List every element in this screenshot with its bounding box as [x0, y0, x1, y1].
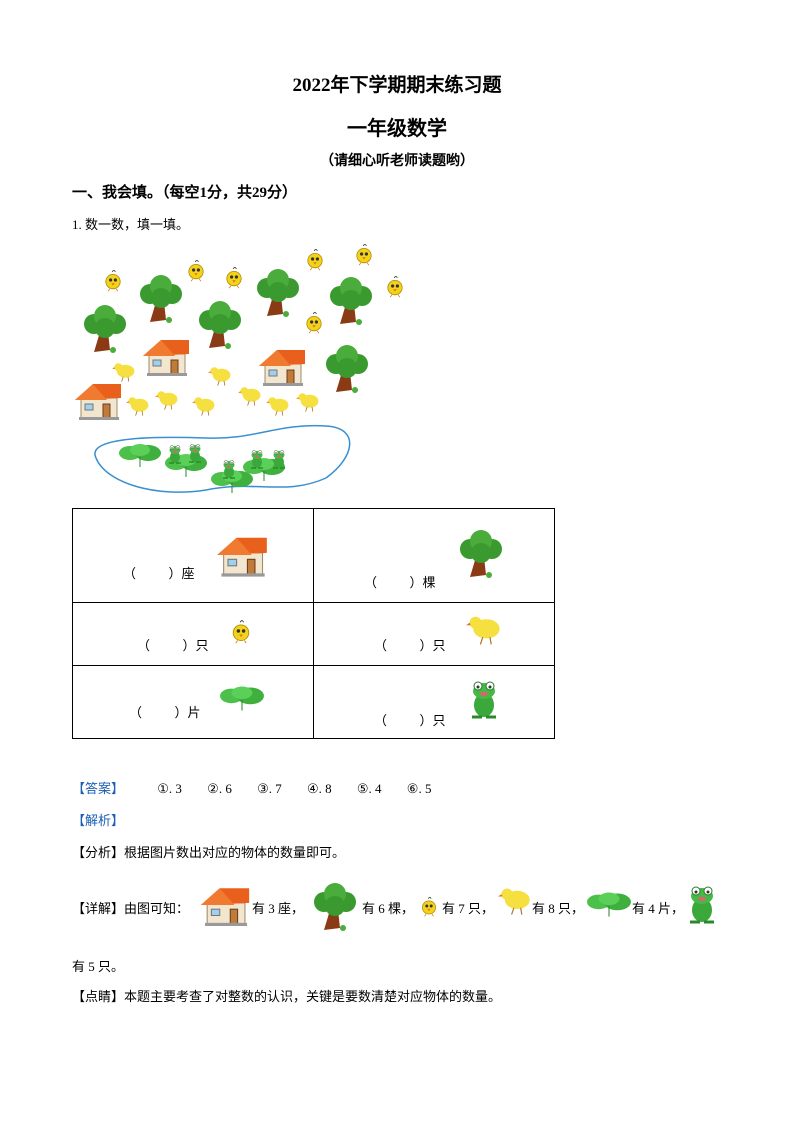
- xiangjie-line: 【详解】由图可知：: [72, 898, 189, 917]
- frog-icon: [466, 676, 502, 722]
- chick-icon: [155, 390, 179, 410]
- frog-icon: [684, 880, 720, 928]
- answer-item: ③. 7: [257, 781, 282, 796]
- answer-line: 【答案】 ①. 3 ②. 6 ③. 7 ④. 8 ⑤. 4 ⑥. 5: [72, 778, 453, 797]
- house-icon: [140, 336, 192, 376]
- tree-icon: [80, 300, 130, 358]
- cell-tree: （ ）棵: [313, 508, 555, 603]
- frog-icon: [270, 448, 288, 470]
- fenxi-text: 根据图片数出对应的物体的数量即可。: [124, 845, 346, 860]
- cell-house: （ ）座: [72, 508, 314, 603]
- dianjing-line: 【点睛】本题主要考查了对整数的认识，关键是要数清楚对应物体的数量。: [72, 986, 501, 1005]
- blank-frog[interactable]: （ ）只: [374, 713, 446, 728]
- blank-tree[interactable]: （ ）棵: [364, 575, 436, 590]
- lily-pad-icon: [219, 684, 265, 712]
- chick-icon: [266, 396, 290, 416]
- doc-subtitle: 一年级数学: [347, 118, 447, 140]
- answer-label: 【答案】: [72, 781, 125, 796]
- doc-note: （请细心听老师读题哟）: [320, 154, 474, 169]
- xiangjie-bird: 有 7 只，: [442, 901, 495, 916]
- bird-icon: [352, 240, 376, 268]
- bird-icon: [228, 615, 254, 647]
- chick-icon: [498, 886, 532, 916]
- lily-pad-icon: [118, 442, 162, 468]
- cell-chick: （ ）只: [313, 602, 555, 666]
- answer-item: ①. 3: [157, 781, 182, 796]
- question-text: 1. 数一数，填一填。: [72, 217, 190, 232]
- answer-item: ⑥. 5: [406, 781, 432, 796]
- cell-bird: （ ）只: [72, 602, 314, 666]
- blank-chick[interactable]: （ ）只: [374, 638, 446, 653]
- bird-icon: [302, 308, 326, 336]
- xiangjie-intro: 由图可知：: [124, 901, 190, 916]
- frog-icon: [186, 442, 204, 464]
- blank-house[interactable]: （ ）座: [123, 566, 195, 581]
- tree-icon: [136, 270, 186, 328]
- bird-icon: [101, 266, 125, 294]
- blank-lily-pad[interactable]: （ ）片: [129, 705, 201, 720]
- house-icon: [215, 533, 269, 577]
- xiangjie-end: 有 5 只。: [72, 959, 125, 974]
- fenxi-line: 【分析】根据图片数出对应的物体的数量即可。: [72, 842, 345, 861]
- chick-icon: [296, 392, 320, 412]
- chick-icon: [466, 615, 502, 645]
- tree-icon: [195, 296, 245, 354]
- frog-icon: [248, 448, 266, 470]
- chick-icon: [192, 396, 216, 416]
- house-icon: [256, 346, 308, 386]
- tree-icon: [456, 523, 506, 585]
- xiangjie-chick: 有 8 只，: [532, 901, 585, 916]
- xiangjie-house: 有 3 座，: [252, 901, 305, 916]
- doc-title: 2022年下学期期末练习题: [292, 75, 502, 96]
- house-icon: [198, 884, 252, 926]
- chick-icon: [112, 362, 136, 382]
- chick-icon: [208, 366, 232, 386]
- dianjing-label: 【点睛】: [72, 989, 125, 1004]
- xiangjie-label: 【详解】: [72, 901, 125, 916]
- bird-icon: [222, 263, 246, 291]
- tree-icon: [326, 272, 376, 330]
- tree-icon: [253, 264, 303, 322]
- frog-icon: [220, 458, 238, 480]
- answer-table: （ ）座 （ ）棵 （ ）只 （ ）只: [72, 508, 555, 739]
- tree-icon: [322, 340, 372, 398]
- tree-icon: [310, 876, 360, 938]
- xiangjie-tree: 有 6 棵，: [362, 901, 415, 916]
- answer-item: ④. 8: [306, 781, 332, 796]
- bird-icon: [303, 245, 327, 273]
- cell-lily-pad: （ ）片: [72, 665, 314, 739]
- blank-bird[interactable]: （ ）只: [137, 638, 209, 653]
- analysis-label: 【解析】: [72, 813, 125, 828]
- answer-item: ②. 6: [207, 781, 232, 796]
- section-heading: 一、我会填。（每空1分，共29分）: [72, 185, 298, 201]
- cell-frog: （ ）只: [313, 665, 555, 739]
- answer-item: ⑤. 4: [356, 781, 382, 796]
- chick-icon: [126, 396, 150, 416]
- house-icon: [72, 380, 124, 420]
- bird-icon: [184, 256, 208, 284]
- lily-pad-icon: [586, 890, 632, 918]
- frog-icon: [166, 443, 184, 465]
- pond-outline: [94, 424, 351, 493]
- xiangjie-pad: 有 4 片，: [632, 901, 685, 916]
- bird-icon: [383, 272, 407, 300]
- fenxi-label: 【分析】: [72, 845, 125, 860]
- bird-icon: [418, 892, 440, 920]
- chick-icon: [238, 386, 262, 406]
- dianjing-text: 本题主要考查了对整数的认识，关键是要数清楚对应物体的数量。: [124, 989, 502, 1004]
